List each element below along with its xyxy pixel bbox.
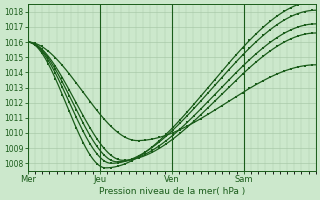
X-axis label: Pression niveau de la mer( hPa ): Pression niveau de la mer( hPa )	[99, 187, 245, 196]
